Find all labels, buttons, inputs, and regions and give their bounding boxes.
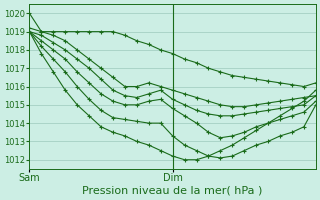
X-axis label: Pression niveau de la mer( hPa ): Pression niveau de la mer( hPa ) (83, 186, 263, 196)
